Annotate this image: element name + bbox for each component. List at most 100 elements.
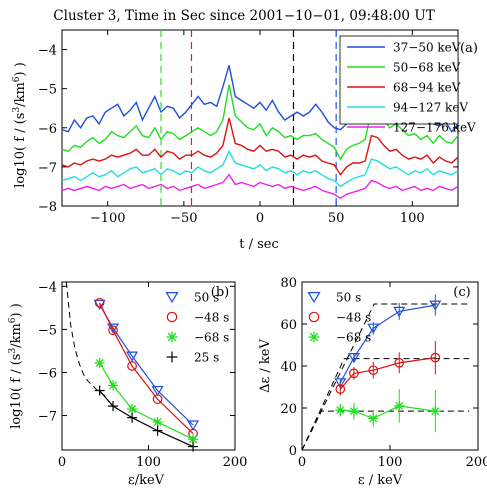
asterisk-marker — [348, 406, 359, 417]
circle-marker — [349, 368, 359, 379]
panel-b-axes: 0 100 200 −7 −6 −5 −4 — [38, 280, 248, 470]
series-line — [61, 84, 459, 161]
panel-a-label: (a) — [460, 41, 478, 56]
y-tick-label: −4 — [38, 280, 57, 295]
panel-a-legend-box — [339, 35, 459, 125]
triangle-marker — [165, 292, 179, 304]
model-line — [301, 358, 470, 451]
panel-a-legend: 37−50 keV 50−68 keV 68−94 keV 94−127 keV 127… — [347, 41, 476, 135]
plus-marker — [94, 385, 105, 396]
x-tick-label: 50 — [328, 211, 345, 226]
y-tick-label: 20 — [280, 402, 297, 417]
y-tick-label: −5 — [38, 83, 57, 98]
series-line — [61, 117, 459, 176]
x-tick-label: 100 — [136, 455, 161, 470]
legend-entry: 127−176 keV — [393, 121, 476, 135]
asterisk-stroke — [189, 435, 198, 444]
series-line — [99, 390, 194, 448]
legend-entry: 94−127 keV — [393, 101, 468, 115]
legend-entry: 37−50 keV — [393, 41, 461, 55]
panel-b: log10( f / (s3/km6) ) ε/keV (b) 0 100 200 −… — [8, 280, 247, 488]
legend-entry: 50 s — [194, 291, 219, 305]
circle-marker — [394, 358, 405, 368]
circle-marker — [308, 311, 320, 323]
panel-b-series — [65, 281, 200, 452]
panel-a-xlabel: t / sec — [239, 237, 279, 252]
plus-marker — [108, 401, 119, 412]
y-tick-label: −8 — [38, 200, 57, 215]
model-line — [301, 303, 470, 451]
plus-marker — [166, 351, 178, 363]
triangle-marker — [307, 292, 321, 304]
legend-entry: 50 s — [336, 291, 361, 305]
panel-c-ylabel: Δε / keV — [258, 339, 273, 393]
circle-marker — [335, 384, 346, 394]
asterisk-marker — [127, 404, 138, 415]
series-line — [61, 149, 459, 188]
triangle-marker — [93, 299, 106, 311]
plot-frame — [61, 281, 236, 451]
panel-c-axes: 0 100 200 0 20 40 60 80 — [280, 276, 487, 470]
asterisk-marker — [368, 413, 379, 424]
panel-c: Δε / keV ε / keV (c) 0 100 200 0 20 40 60 80 50… — [258, 276, 487, 488]
y-tick-label: 80 — [280, 276, 297, 291]
asterisk-stroke — [336, 406, 345, 415]
panel-b-legend: 50 s −48 s −68 s 25 s — [165, 291, 229, 365]
series-line — [99, 302, 194, 435]
asterisk-marker — [308, 331, 320, 343]
triangle-marker — [347, 353, 360, 364]
triangle-marker — [106, 323, 120, 334]
y-tick-label: −4 — [38, 44, 57, 59]
x-tick-label: 100 — [400, 211, 425, 226]
y-tick-label: −7 — [38, 161, 57, 176]
model-line — [301, 410, 470, 451]
plus-marker — [152, 425, 163, 436]
panel-b-label: (b) — [211, 285, 229, 300]
asterisk-stroke — [431, 407, 440, 416]
legend-entry: 50−68 keV — [393, 61, 461, 75]
triangle-marker — [186, 420, 200, 431]
legend-entry: −68 s — [194, 331, 229, 345]
asterisk-stroke — [369, 414, 378, 423]
triangle-marker — [393, 306, 406, 318]
asterisk-marker — [152, 417, 163, 427]
circle-marker — [368, 365, 379, 376]
circle-marker — [166, 311, 178, 323]
circle-marker — [108, 325, 118, 336]
figure-title: Cluster 3, Time in Sec since 2001−10−01,… — [53, 8, 434, 24]
legend-entry: 25 s — [194, 351, 219, 365]
panel-c-legend: 50 s −48 s −68 s — [307, 291, 371, 345]
y-tick-label: 40 — [280, 360, 297, 375]
triangle-marker — [334, 378, 347, 389]
plus-marker — [127, 412, 138, 423]
x-tick-label: −100 — [90, 211, 126, 226]
y-tick-label: −5 — [38, 323, 57, 338]
asterisk-stroke — [167, 332, 177, 342]
asterisk-stroke — [153, 418, 162, 426]
asterisk-marker — [108, 380, 119, 391]
asterisk-stroke — [349, 407, 358, 416]
triangle-marker — [151, 385, 164, 397]
model-curve — [65, 281, 106, 397]
triangle-marker — [367, 323, 380, 334]
x-tick-label: −50 — [170, 211, 197, 226]
asterisk-marker — [166, 331, 178, 343]
legend-entry: −48 s — [194, 311, 229, 325]
asterisk-stroke — [128, 405, 137, 414]
panel-b-ylabel: log10( f / (s3/km6) ) — [8, 303, 24, 429]
triangle-marker — [126, 351, 139, 362]
asterisk-stroke — [309, 332, 319, 342]
legend-entry: −48 s — [336, 311, 371, 325]
legend-entry: 68−94 keV — [393, 81, 461, 95]
x-tick-label: 100 — [378, 455, 403, 470]
series-line — [61, 173, 459, 200]
x-tick-label: 200 — [466, 455, 487, 470]
x-tick-label: 0 — [58, 455, 66, 470]
asterisk-stroke — [395, 401, 404, 410]
y-tick-label: 0 — [289, 444, 297, 459]
series-line — [339, 357, 436, 390]
triangle-marker — [429, 300, 442, 311]
panel-a: log10( f / (s3/km6) ) t / sec (a) −100 −5… — [12, 29, 478, 252]
y-tick-label: −6 — [38, 366, 57, 381]
